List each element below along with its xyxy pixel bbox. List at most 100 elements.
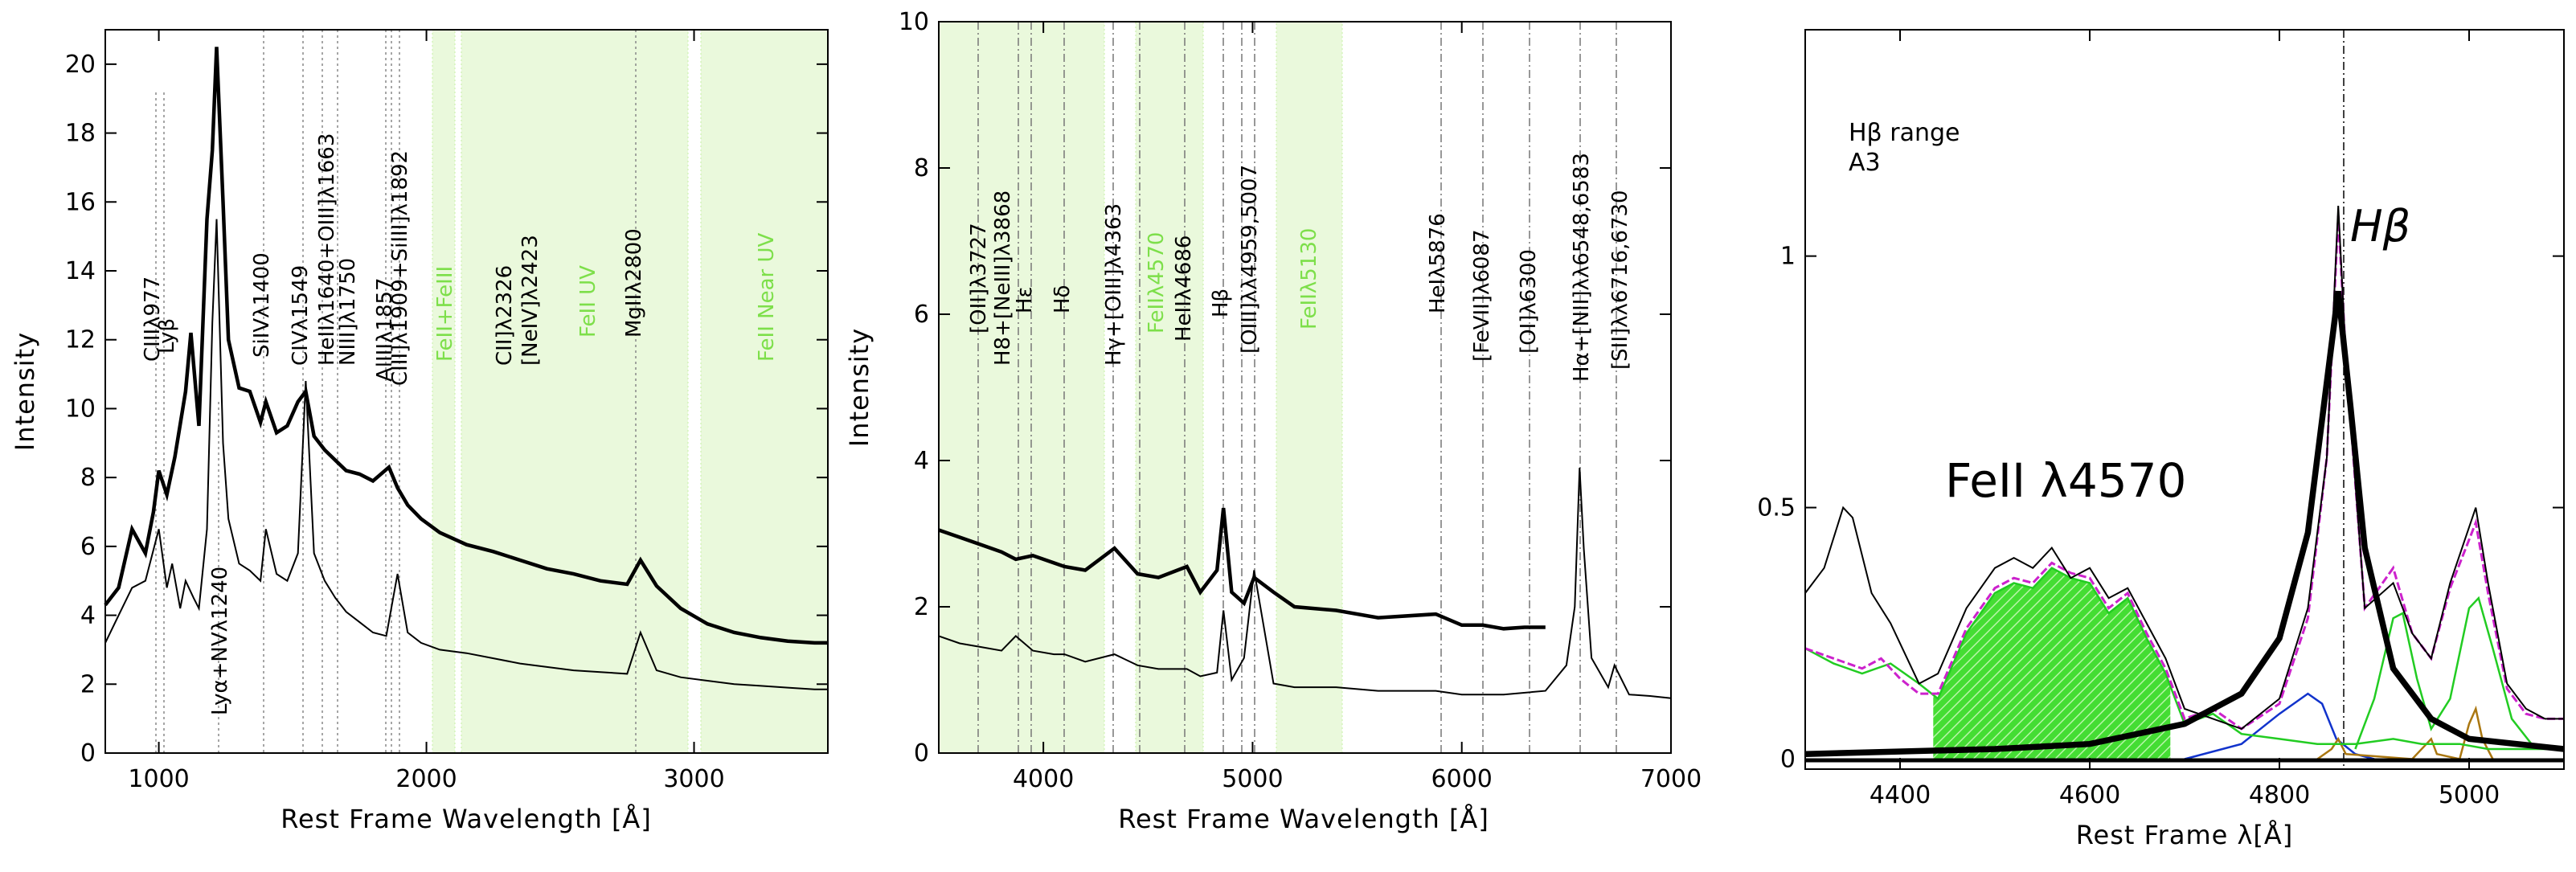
panel-1-annotations: CIIIλ977 Lyβ SiIVλ1400 CIVλ1549 HeIIλ164… <box>141 133 779 715</box>
annot-hbeta-big: Hβ <box>2350 201 2410 252</box>
y-tick-label: 0 <box>914 739 929 768</box>
annot-hdelta: Hδ <box>1050 285 1075 313</box>
y-tick-label: 1 <box>1780 243 1796 271</box>
y-tick-label: 6 <box>80 533 96 561</box>
x-tick-label: 2000 <box>395 765 457 793</box>
annot-civ1549: CIVλ1549 <box>289 265 313 366</box>
panel-1-xlabel: Rest Frame Wavelength [Å] <box>281 804 652 834</box>
y-tick-label: 2 <box>80 670 96 698</box>
y-tick-label: 8 <box>80 464 96 492</box>
annot-fevii6087: [FeVII]λ6087 <box>1470 230 1494 362</box>
annot-oii3727: [OII]λ3727 <box>967 223 991 334</box>
x-tick-label: 5000 <box>2439 781 2500 809</box>
x-tick-label: 7000 <box>1640 765 1702 793</box>
y-tick-label: 18 <box>65 120 96 148</box>
y-tick-label: 20 <box>65 51 96 79</box>
hbeta-broad-component-curve <box>1804 290 2565 757</box>
panel-2-lower-spectrum <box>938 468 1672 699</box>
annot-aliii1857: AlIIIλ1857 <box>373 277 397 382</box>
shade-feii-uv-1 <box>461 29 689 754</box>
y-tick-label: 10 <box>899 8 929 36</box>
panel-3-xlabel: Rest Frame λ[Å] <box>2076 820 2294 850</box>
shade-label-feii5130: FeIIλ5130 <box>1297 228 1321 330</box>
panel-1-line-markers <box>155 30 637 753</box>
annot-lyalpha-nv: Lyα+NVλ1240 <box>208 567 232 715</box>
shade-label-feii-uv: FeII UV <box>576 265 600 338</box>
annot-halpha-nii: Hα+[NII]λλ6548,6583 <box>1570 153 1594 382</box>
annot-heii4686: HeIIλ4686 <box>1172 235 1196 342</box>
annot-siiv1400: SiIVλ1400 <box>250 252 274 358</box>
annot-feii-4570-big: FeII λ4570 <box>1945 453 2186 508</box>
panel-2-axes: 4000 5000 6000 7000 0 2 4 6 8 10 <box>899 8 1702 793</box>
panel-1-axes: 1000 2000 3000 0 2 4 6 8 10 12 14 16 18 20 <box>65 30 828 793</box>
annot-mgii2800: MgIIλ2800 <box>622 228 646 338</box>
x-tick-label: 4400 <box>1870 781 1931 809</box>
y-tick-label: 4 <box>914 447 929 475</box>
annot-heii1640: HeIIλ1640+OIII]λ1663 <box>315 133 339 366</box>
y-tick-label: 10 <box>65 395 96 423</box>
shade-label-neiv2423: [NeIV]λ2423 <box>518 235 543 366</box>
blue-shifted-component-curve <box>2184 692 2375 760</box>
feii-4570-shaded-area <box>1933 567 2171 759</box>
panel-3-frame <box>1804 29 2565 770</box>
panel-1-lower-spectrum <box>104 219 828 690</box>
annot-hei5876: HeIλ5876 <box>1426 213 1450 313</box>
oiii-components-curve <box>2354 596 2537 750</box>
panel-1-upper-spectrum <box>104 47 828 645</box>
shade-p2-blue <box>938 21 1105 754</box>
panel-2-shaded-regions <box>938 21 1343 754</box>
y-tick-label: 0.5 <box>1757 494 1796 522</box>
annot-hepsilon: Hε <box>1013 286 1037 313</box>
y-tick-label: 0 <box>80 739 96 768</box>
annot-hbeta-p2: Hβ <box>1209 289 1233 317</box>
legend-a3: A3 <box>1849 149 1881 177</box>
panel-2-xlabel: Rest Frame Wavelength [Å] <box>1118 804 1489 834</box>
panel-2-ylabel: Intensity <box>844 328 874 447</box>
annot-ciii1909: CIII]λ1909+SiIII]λ1892 <box>388 150 412 386</box>
annot-h8-neiii: H8+[NeIII]λ3868 <box>991 190 1015 366</box>
narrow-components-curve <box>2316 705 2494 760</box>
annot-lybeta: Lyβ <box>155 318 179 354</box>
panel-3-axes: 4400 4600 4800 5000 0 0.5 1 <box>1757 30 2564 809</box>
legend-hbeta-range: Hβ range <box>1849 119 1960 147</box>
y-tick-label: 12 <box>65 326 96 354</box>
y-tick-label: 14 <box>65 257 96 285</box>
shade-label-feii4570: FeIIλ4570 <box>1145 232 1169 334</box>
y-tick-label: 4 <box>80 602 96 630</box>
annot-ciii977: CIIIλ977 <box>141 276 165 362</box>
panel-1-uv-spectrum: 1000 2000 3000 0 2 4 6 8 10 12 14 16 18 20 Rest Frame… <box>10 29 829 834</box>
x-tick-label: 5000 <box>1222 765 1283 793</box>
panel-2-annotations: [OII]λ3727 H8+[NeIII]λ3868 Hε Hδ Hγ+[OII… <box>967 153 1632 382</box>
annot-niii1750: NIII]λ1750 <box>336 258 360 366</box>
shade-feii4570 <box>1135 21 1204 754</box>
y-tick-label: 2 <box>914 593 929 621</box>
shade-feii5130 <box>1276 21 1343 754</box>
annot-oi6300: [OI]λ6300 <box>1517 249 1541 354</box>
observed-spectrum-curve <box>1804 205 2564 731</box>
y-tick-label: 0 <box>1780 745 1796 773</box>
x-tick-label: 1000 <box>128 765 189 793</box>
panel-1-ylabel: Intensity <box>10 332 40 451</box>
shade-label-feii-feiii: FeII+FeIII <box>433 266 457 362</box>
panel-1-shaded-regions <box>432 29 829 754</box>
x-tick-label: 4800 <box>2249 781 2310 809</box>
y-tick-label: 16 <box>65 188 96 216</box>
panel-3-hbeta-fit: 4400 4600 4800 5000 0 0.5 1 Rest Frame λ[Å] Hβ… <box>1757 29 2565 850</box>
panel-1-frame <box>104 29 829 754</box>
x-tick-label: 6000 <box>1431 765 1493 793</box>
annot-hgamma-oiii: Hγ+[OIII]λ4363 <box>1102 203 1126 366</box>
x-tick-label: 4000 <box>1013 765 1074 793</box>
panel-2-line-markers <box>977 22 1617 753</box>
x-tick-label: 4600 <box>2059 781 2120 809</box>
panel-2-optical-spectrum: 4000 5000 6000 7000 0 2 4 6 8 10 Rest Frame Wavel… <box>844 8 1702 834</box>
panel-2-upper-spectrum <box>938 507 1546 631</box>
panel-2-frame <box>938 21 1672 754</box>
y-tick-label: 6 <box>914 301 929 329</box>
shade-label-cii2326: CII]λ2326 <box>493 265 517 366</box>
shade-label-feii-near-uv: FeII Near UV <box>755 233 779 362</box>
total-fit-curve <box>1804 215 2564 731</box>
shade-feii-feiii <box>432 29 456 754</box>
shade-feii-near-uv <box>700 29 829 754</box>
x-tick-label: 3000 <box>663 765 724 793</box>
